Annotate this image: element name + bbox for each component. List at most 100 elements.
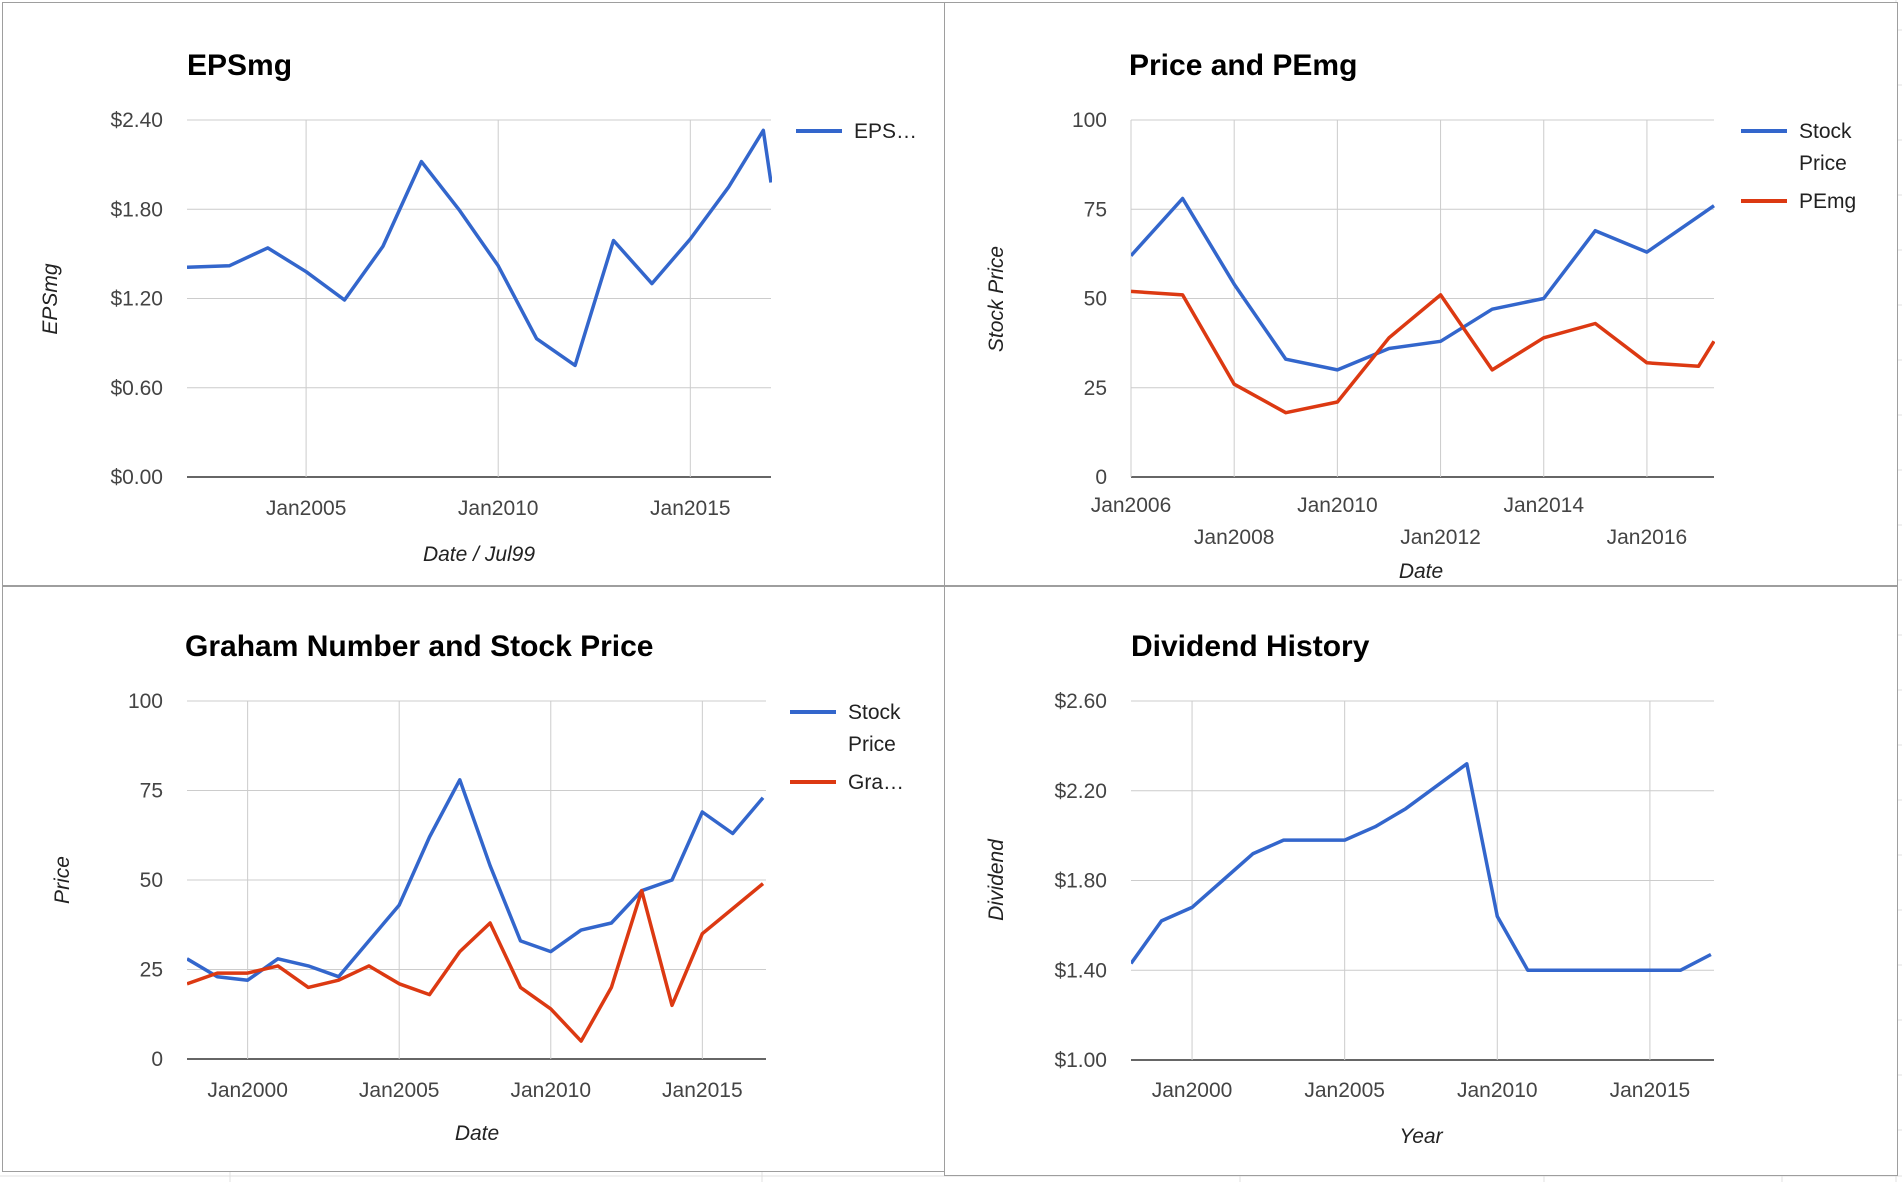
data-point[interactable] bbox=[666, 874, 678, 886]
data-point[interactable] bbox=[1589, 317, 1601, 329]
chart-panel-epsmg[interactable]: EPSmg $0.00 $0.60 $1.20 $1.80 $2.40 Jan2005 Jan… bbox=[2, 2, 946, 586]
data-point[interactable] bbox=[339, 294, 351, 306]
legend-label[interactable]: EPS… bbox=[854, 120, 917, 143]
data-point[interactable] bbox=[242, 967, 254, 979]
data-point[interactable] bbox=[1430, 780, 1442, 792]
chart-panel-graham-number[interactable]: Graham Number and Stock Price 0 25 50 75 100 J… bbox=[2, 586, 946, 1172]
data-point[interactable] bbox=[363, 960, 375, 972]
data-point[interactable] bbox=[684, 233, 696, 245]
chart-panel-dividend-history[interactable]: Dividend History $1.00 $1.40 $1.80 $2.20 $2.6… bbox=[944, 586, 1898, 1176]
legend-label[interactable]: Stock Price bbox=[1799, 120, 1852, 175]
series-line-pemg[interactable] bbox=[1131, 289, 1715, 415]
data-point[interactable] bbox=[1435, 335, 1447, 347]
data-point[interactable] bbox=[1177, 193, 1189, 205]
data-point[interactable] bbox=[333, 974, 345, 986]
data-point[interactable] bbox=[696, 928, 708, 940]
data-point[interactable] bbox=[454, 774, 466, 786]
data-point[interactable] bbox=[1641, 357, 1653, 369]
data-point[interactable] bbox=[484, 860, 496, 872]
chart-panel-price-and-pemg[interactable]: Price and PEmg 0 25 50 75 100 Jan2006 Jan2008 Ja… bbox=[944, 2, 1898, 586]
data-point[interactable] bbox=[393, 899, 405, 911]
data-point[interactable] bbox=[545, 1003, 557, 1015]
data-point[interactable] bbox=[1331, 396, 1343, 408]
data-point[interactable] bbox=[575, 924, 587, 936]
data-point[interactable] bbox=[492, 260, 504, 272]
data-point[interactable] bbox=[757, 878, 769, 890]
data-point[interactable] bbox=[1589, 225, 1601, 237]
data-point[interactable] bbox=[1247, 848, 1259, 860]
series-line-stock-price[interactable] bbox=[1131, 196, 1715, 372]
data-point[interactable] bbox=[454, 946, 466, 958]
data-point[interactable] bbox=[1369, 821, 1381, 833]
data-point[interactable] bbox=[514, 935, 526, 947]
data-point[interactable] bbox=[484, 917, 496, 929]
data-point[interactable] bbox=[1228, 378, 1240, 390]
data-point[interactable] bbox=[514, 981, 526, 993]
legend-label[interactable]: Gra… bbox=[848, 771, 904, 794]
data-point[interactable] bbox=[302, 981, 314, 993]
data-point[interactable] bbox=[262, 242, 274, 254]
data-point[interactable] bbox=[1125, 958, 1137, 970]
data-point[interactable] bbox=[531, 333, 543, 345]
data-point[interactable] bbox=[757, 124, 769, 136]
data-point[interactable] bbox=[1538, 332, 1550, 344]
data-point[interactable] bbox=[575, 1035, 587, 1047]
data-point[interactable] bbox=[272, 960, 284, 972]
data-point[interactable] bbox=[1486, 303, 1498, 315]
data-point[interactable] bbox=[181, 261, 193, 273]
data-point[interactable] bbox=[415, 156, 427, 168]
data-point[interactable] bbox=[1383, 332, 1395, 344]
data-point[interactable] bbox=[393, 978, 405, 990]
data-point[interactable] bbox=[727, 903, 739, 915]
data-point[interactable] bbox=[1613, 964, 1625, 976]
data-point[interactable] bbox=[666, 999, 678, 1011]
data-point[interactable] bbox=[1400, 803, 1412, 815]
legend-label[interactable]: Stock Price bbox=[848, 701, 901, 756]
data-point[interactable] bbox=[636, 885, 648, 897]
data-point[interactable] bbox=[1228, 278, 1240, 290]
data-point[interactable] bbox=[1693, 360, 1705, 372]
data-point[interactable] bbox=[1308, 834, 1320, 846]
data-point[interactable] bbox=[1708, 200, 1720, 212]
data-point[interactable] bbox=[1125, 285, 1137, 297]
data-point[interactable] bbox=[1217, 875, 1229, 887]
data-point[interactable] bbox=[1693, 210, 1705, 222]
data-point[interactable] bbox=[1538, 293, 1550, 305]
data-point[interactable] bbox=[1125, 250, 1137, 262]
data-point[interactable] bbox=[1486, 364, 1498, 376]
data-point[interactable] bbox=[223, 260, 235, 272]
data-point[interactable] bbox=[1331, 364, 1343, 376]
data-point[interactable] bbox=[181, 953, 193, 965]
data-point[interactable] bbox=[211, 967, 223, 979]
data-point[interactable] bbox=[1674, 964, 1686, 976]
data-point[interactable] bbox=[727, 827, 739, 839]
data-point[interactable] bbox=[1280, 353, 1292, 365]
data-point[interactable] bbox=[607, 234, 619, 246]
data-point[interactable] bbox=[300, 266, 312, 278]
data-point[interactable] bbox=[181, 978, 193, 990]
data-point[interactable] bbox=[1705, 949, 1717, 961]
data-point[interactable] bbox=[1552, 964, 1564, 976]
data-point[interactable] bbox=[424, 831, 436, 843]
data-point[interactable] bbox=[424, 989, 436, 1001]
data-point[interactable] bbox=[696, 806, 708, 818]
data-point[interactable] bbox=[605, 917, 617, 929]
data-point[interactable] bbox=[1280, 407, 1292, 419]
data-point[interactable] bbox=[1278, 834, 1290, 846]
data-point[interactable] bbox=[454, 205, 466, 217]
data-point[interactable] bbox=[1644, 964, 1656, 976]
data-point[interactable] bbox=[569, 359, 581, 371]
data-point[interactable] bbox=[1491, 910, 1503, 922]
data-point[interactable] bbox=[1177, 289, 1189, 301]
data-point[interactable] bbox=[1156, 915, 1168, 927]
series-line-stock-price[interactable] bbox=[187, 778, 765, 982]
series-line-eps[interactable] bbox=[187, 128, 772, 368]
data-point[interactable] bbox=[765, 176, 777, 188]
data-point[interactable] bbox=[377, 240, 389, 252]
data-point[interactable] bbox=[1583, 964, 1595, 976]
legend-label[interactable]: PEmg bbox=[1799, 190, 1856, 213]
data-point[interactable] bbox=[723, 181, 735, 193]
data-point[interactable] bbox=[545, 946, 557, 958]
data-point[interactable] bbox=[1461, 758, 1473, 770]
series-line-1[interactable] bbox=[1131, 762, 1712, 973]
